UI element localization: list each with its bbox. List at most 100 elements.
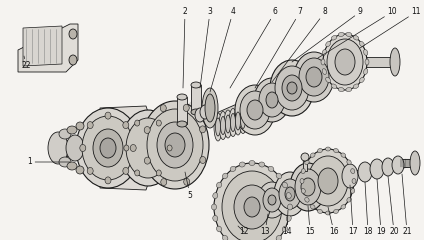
Ellipse shape <box>135 170 139 176</box>
Bar <box>58 140 92 156</box>
Ellipse shape <box>275 66 309 110</box>
Ellipse shape <box>200 126 206 133</box>
Ellipse shape <box>69 29 77 39</box>
Ellipse shape <box>301 153 309 161</box>
Ellipse shape <box>338 32 344 36</box>
Ellipse shape <box>144 126 150 133</box>
Ellipse shape <box>326 211 330 215</box>
Ellipse shape <box>87 168 93 174</box>
Ellipse shape <box>270 60 314 116</box>
Ellipse shape <box>105 112 111 119</box>
Ellipse shape <box>279 179 301 209</box>
Ellipse shape <box>266 92 278 108</box>
Text: 14: 14 <box>282 210 292 236</box>
Ellipse shape <box>259 162 265 167</box>
Ellipse shape <box>347 198 351 202</box>
Ellipse shape <box>156 120 161 126</box>
Ellipse shape <box>363 49 368 55</box>
Text: 7: 7 <box>255 7 302 88</box>
Ellipse shape <box>365 59 369 65</box>
Ellipse shape <box>167 145 172 151</box>
Text: 3: 3 <box>200 7 212 88</box>
Ellipse shape <box>234 107 242 135</box>
Ellipse shape <box>183 104 189 111</box>
Ellipse shape <box>331 36 337 40</box>
Text: 2: 2 <box>183 7 187 88</box>
Text: 18: 18 <box>363 182 373 236</box>
Ellipse shape <box>191 109 201 115</box>
Ellipse shape <box>331 84 337 89</box>
Ellipse shape <box>259 83 285 117</box>
Ellipse shape <box>363 69 368 74</box>
Text: 9: 9 <box>292 7 363 62</box>
Ellipse shape <box>160 105 166 112</box>
Ellipse shape <box>82 116 134 180</box>
Ellipse shape <box>285 187 295 201</box>
Ellipse shape <box>222 171 282 240</box>
Ellipse shape <box>274 172 306 216</box>
Ellipse shape <box>334 209 338 214</box>
Ellipse shape <box>202 88 218 128</box>
Ellipse shape <box>360 41 364 47</box>
Ellipse shape <box>346 32 352 36</box>
Ellipse shape <box>268 166 274 172</box>
Ellipse shape <box>360 77 364 83</box>
Ellipse shape <box>48 132 68 164</box>
Ellipse shape <box>217 226 222 232</box>
Ellipse shape <box>76 108 140 188</box>
Bar <box>303 161 307 171</box>
Ellipse shape <box>244 104 252 132</box>
Ellipse shape <box>222 173 228 179</box>
Ellipse shape <box>310 205 315 209</box>
Ellipse shape <box>326 147 330 151</box>
Text: 5: 5 <box>185 172 192 199</box>
Ellipse shape <box>342 164 358 188</box>
Ellipse shape <box>145 157 151 164</box>
Ellipse shape <box>213 216 218 221</box>
Polygon shape <box>191 85 201 112</box>
Polygon shape <box>23 26 62 66</box>
Polygon shape <box>18 24 78 72</box>
Ellipse shape <box>226 115 231 133</box>
Ellipse shape <box>231 114 235 132</box>
Bar <box>365 57 395 67</box>
Ellipse shape <box>410 151 420 175</box>
Ellipse shape <box>200 105 210 119</box>
Ellipse shape <box>392 156 404 174</box>
Ellipse shape <box>301 169 305 174</box>
Ellipse shape <box>212 204 217 210</box>
Ellipse shape <box>191 82 201 88</box>
Text: 11: 11 <box>360 7 421 48</box>
Text: 22: 22 <box>21 56 31 71</box>
Ellipse shape <box>341 205 346 209</box>
Ellipse shape <box>230 166 236 172</box>
Ellipse shape <box>229 108 237 137</box>
Text: 4: 4 <box>210 7 235 92</box>
Polygon shape <box>177 97 187 124</box>
Ellipse shape <box>301 188 305 193</box>
Ellipse shape <box>258 182 286 218</box>
Text: 12: 12 <box>238 226 249 236</box>
Ellipse shape <box>305 160 309 165</box>
Ellipse shape <box>351 188 355 193</box>
Ellipse shape <box>67 126 77 134</box>
Ellipse shape <box>235 112 240 130</box>
Ellipse shape <box>66 135 84 161</box>
Ellipse shape <box>105 177 111 184</box>
Ellipse shape <box>390 48 400 76</box>
Ellipse shape <box>322 69 326 74</box>
Text: 10: 10 <box>318 7 397 58</box>
Ellipse shape <box>282 182 287 188</box>
Ellipse shape <box>200 156 206 163</box>
Ellipse shape <box>245 109 251 127</box>
Text: 8: 8 <box>272 7 327 82</box>
Ellipse shape <box>351 169 355 174</box>
Polygon shape <box>100 106 150 190</box>
Ellipse shape <box>217 182 222 188</box>
Text: 17: 17 <box>348 185 358 236</box>
Ellipse shape <box>100 138 116 158</box>
Ellipse shape <box>323 34 367 90</box>
Ellipse shape <box>239 106 247 133</box>
Ellipse shape <box>322 49 326 55</box>
Ellipse shape <box>214 113 222 141</box>
